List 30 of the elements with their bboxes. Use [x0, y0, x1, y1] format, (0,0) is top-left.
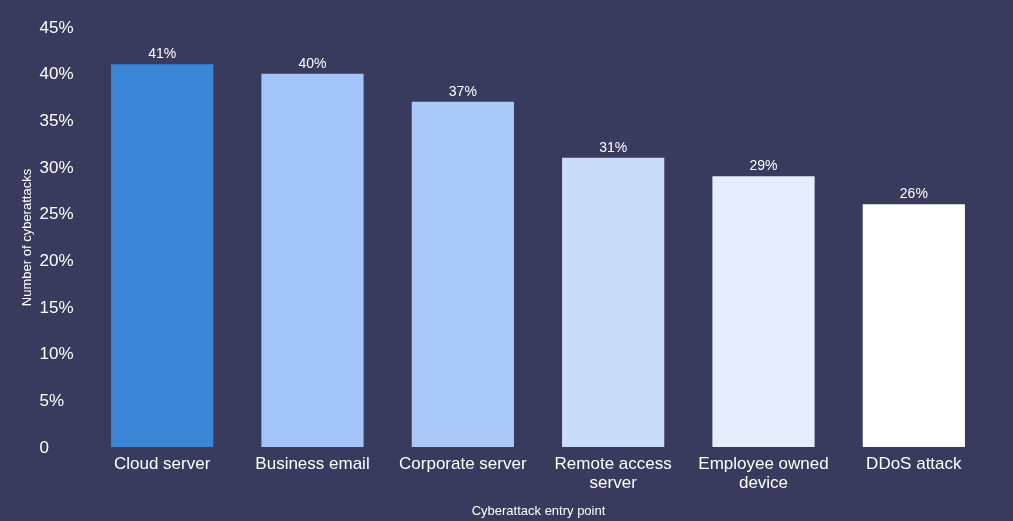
y-tick-label: 40%	[39, 64, 74, 84]
data-label: 31%	[599, 138, 628, 155]
x-axis-title: Cyberattack entry point	[471, 502, 606, 518]
bar	[261, 73, 364, 447]
y-tick-label: 10%	[39, 344, 74, 364]
x-tick-label: Remote access server	[554, 453, 672, 492]
bar	[411, 101, 514, 447]
y-tick-label: 15%	[39, 297, 74, 317]
y-tick-label: 0	[39, 437, 49, 457]
y-tick-label: 35%	[39, 110, 74, 130]
y-tick-label: 30%	[39, 157, 74, 177]
x-tick-label: Business email	[255, 453, 370, 473]
y-tick-label: 45%	[39, 17, 74, 37]
y-tick-label: 5%	[39, 390, 65, 410]
bar	[712, 176, 815, 447]
data-label: 29%	[749, 157, 778, 174]
data-label: 41%	[148, 45, 177, 62]
y-axis-title: Number of cyberattacks	[18, 168, 34, 307]
data-label: 40%	[298, 54, 327, 71]
x-tick-label: Corporate server	[399, 453, 527, 473]
bar	[562, 157, 665, 447]
y-tick-label: 20%	[39, 250, 74, 270]
x-tick-label: DDoS attack	[866, 453, 963, 473]
x-tick-label: Employee owned device	[698, 453, 829, 492]
bar	[111, 64, 214, 447]
data-label: 37%	[448, 82, 477, 99]
data-label: 26%	[899, 185, 928, 202]
bar	[862, 204, 965, 447]
x-tick-label: Cloud server	[113, 453, 211, 473]
y-tick-label: 25%	[39, 204, 74, 224]
